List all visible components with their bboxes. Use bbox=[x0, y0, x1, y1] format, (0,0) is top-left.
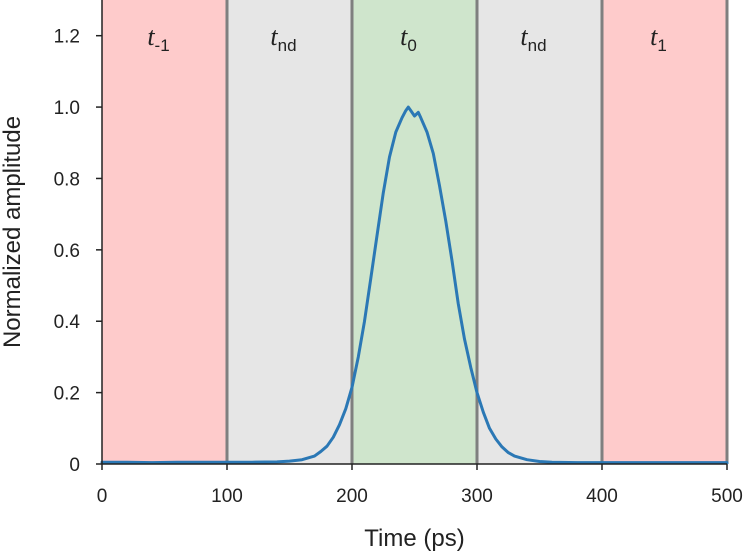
axes bbox=[101, 0, 727, 465]
y-tick-label-5: 1.0 bbox=[54, 98, 80, 119]
y-tick-label-6: 1.2 bbox=[54, 27, 80, 48]
x-tick-label-5: 500 bbox=[711, 486, 743, 507]
shaded-regions bbox=[102, 0, 727, 464]
series-layer bbox=[100, 105, 729, 465]
x-tick-label-3: 300 bbox=[461, 486, 493, 507]
region-1 bbox=[227, 0, 352, 464]
x-axis-label: Time (ps) bbox=[364, 525, 464, 552]
x-tick-label-2: 200 bbox=[336, 486, 368, 507]
region-label-4: t1 bbox=[650, 22, 667, 55]
region-label-2: t0 bbox=[400, 22, 417, 55]
region-labels: t-1 tnd t0 tnd t1 bbox=[147, 22, 667, 55]
y-ticks: 0 0.2 0.4 0.6 0.8 1.0 1.2 bbox=[54, 27, 102, 476]
x-tick-label-1: 100 bbox=[211, 486, 243, 507]
y-tick-label-0: 0 bbox=[69, 455, 80, 476]
region-2 bbox=[352, 0, 477, 464]
y-tick-label-1: 0.2 bbox=[54, 384, 80, 405]
x-tick-label-4: 400 bbox=[586, 486, 618, 507]
y-tick-label-2: 0.4 bbox=[54, 312, 81, 333]
region-0 bbox=[102, 0, 227, 464]
region-label-3: tnd bbox=[520, 22, 546, 55]
region-label-0: t-1 bbox=[147, 22, 169, 55]
x-tick-label-0: 0 bbox=[97, 486, 108, 507]
series-line-0 bbox=[100, 105, 729, 465]
x-ticks: 0 100 200 300 400 500 bbox=[97, 464, 743, 507]
y-axis-label: Normalized amplitude bbox=[0, 116, 26, 348]
region-label-1: tnd bbox=[270, 22, 296, 55]
y-tick-label-3: 0.6 bbox=[54, 241, 80, 262]
y-tick-label-4: 0.8 bbox=[54, 169, 80, 190]
region-4 bbox=[602, 0, 727, 464]
region-3 bbox=[477, 0, 602, 464]
